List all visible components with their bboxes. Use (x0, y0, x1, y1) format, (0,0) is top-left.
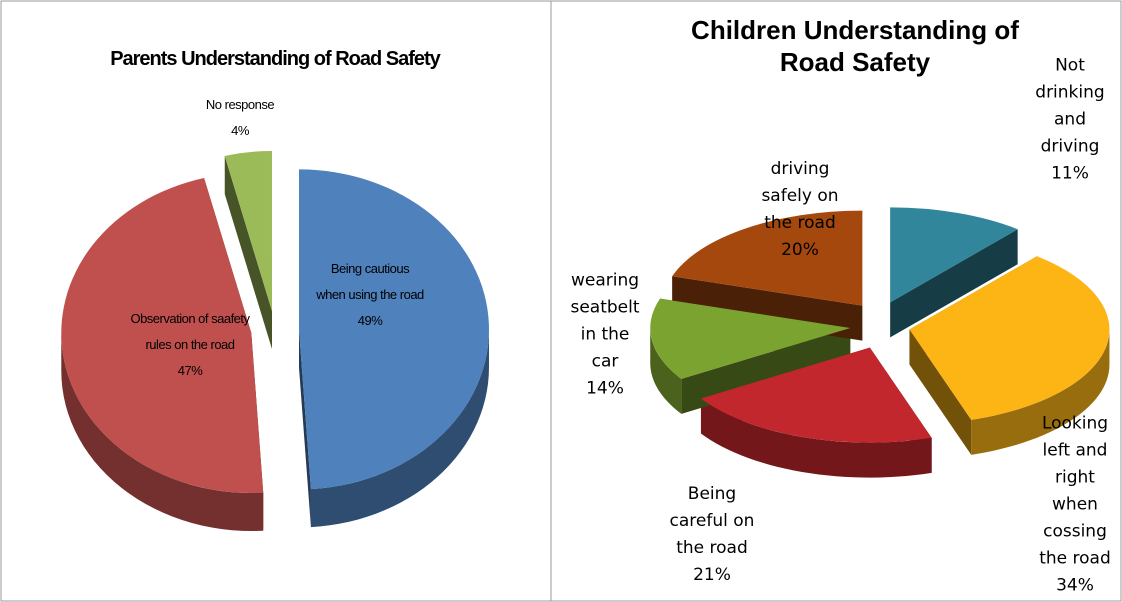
slice (672, 210, 863, 306)
slice (700, 347, 932, 443)
value-label: 49% (357, 313, 383, 328)
category-label: driving safely on the road (761, 159, 839, 233)
slice-label: wearing seatbelt in the car 14% (565, 268, 645, 403)
slice (909, 256, 1110, 420)
slice-side (700, 398, 932, 478)
slice-wall (890, 229, 1018, 338)
value-label: 20% (781, 240, 819, 260)
slice-label: driving safely on the road 20% (745, 156, 855, 264)
slice (224, 150, 272, 311)
value-label: 11% (1051, 163, 1089, 184)
slice-side (971, 329, 1110, 455)
chart-title: Children Understanding of Road Safety (691, 15, 1019, 77)
slice-label: Observation of saafety rules on the road… (125, 306, 255, 384)
slice-side (310, 329, 489, 528)
slice-label: Being cautious when using the road 49% (315, 256, 425, 334)
slice-side (61, 333, 264, 531)
slice-label: No response 4% (185, 92, 295, 144)
value-label: 34% (1056, 575, 1094, 596)
value-label: 21% (693, 565, 731, 585)
slice-wall (298, 329, 311, 528)
category-label: Looking left and right when cossing the … (1039, 413, 1111, 569)
value-label: 4% (231, 123, 249, 138)
slice (650, 298, 851, 379)
slice-side (650, 328, 682, 414)
category-label: No response (205, 97, 275, 112)
slice-wall (224, 155, 272, 349)
category-label: Being cautious when using the road (316, 261, 424, 302)
slice (890, 207, 1018, 303)
slice-label: Not drinking and driving 11% (1030, 53, 1110, 188)
category-label: Observation of saafety rules on the road (130, 311, 250, 352)
slice (61, 178, 264, 494)
chart-title: Parents Understanding of Road Safety (110, 48, 441, 70)
category-label: Being careful on the road (669, 484, 755, 558)
slice-label: Being careful on the road 21% (667, 481, 757, 589)
category-label: wearing seatbelt in the car (570, 270, 640, 372)
category-label: Not drinking and driving (1035, 55, 1105, 157)
value-label: 14% (586, 378, 624, 399)
value-label: 47% (177, 363, 203, 378)
slice-label: Looking left and right when cossing the … (1030, 411, 1120, 600)
slice-wall (909, 329, 972, 455)
slice (298, 169, 489, 490)
